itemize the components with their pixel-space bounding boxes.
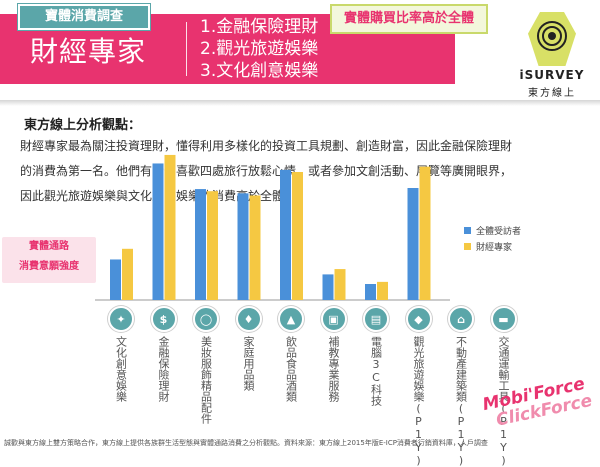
header-divider [0, 100, 600, 106]
building-icon: ⌂ [448, 306, 474, 332]
category-label: 文化創意娛樂 [114, 336, 128, 402]
bar-chart [95, 154, 450, 301]
top-category-item: 2.觀光旅遊娛樂 [200, 39, 319, 59]
category-label: 家庭用品類 [242, 336, 255, 391]
top-category-item: 1.金融保險理財 [200, 17, 319, 37]
bottle-icon: ▲ [278, 306, 304, 332]
bar-all-7 [407, 188, 419, 300]
category-label: 觀光旅遊娛樂(P1Y) [412, 336, 425, 467]
category-column: ✦ 文化創意娛樂 [103, 306, 139, 402]
isurvey-logo: iSURVEY 東方線上 [512, 12, 592, 99]
footer-note: 誠歡與東方線上雙方策略合作，東方線上提供各族群生活型態與實體通路消費之分析觀點。… [4, 439, 488, 447]
vehicle-icon: ▬ [490, 306, 517, 332]
lightbulb-icon: ✦ [108, 306, 134, 332]
page-title: 財經專家 [30, 35, 147, 68]
bar-expert-5 [334, 269, 346, 300]
category-label: 交通運輸工具(P1Y) [497, 336, 510, 467]
legend-swatch-all [464, 226, 471, 234]
header: 寶體消費調查 財經專家 1.金融保險理財 2.觀光旅遊娛樂 3.文化創意娛樂 實… [0, 0, 600, 100]
category-label: 電腦3C科技 [369, 336, 383, 406]
logo-cn: 東方線上 [528, 88, 576, 99]
bar-expert-2 [207, 191, 218, 300]
category-column: ◯ 美妝服飾精品配件 [188, 306, 224, 424]
bar-all-6 [365, 284, 376, 300]
home-goods-icon: ♦ [235, 306, 262, 332]
category-column: ▣ 補教專業服務 [316, 306, 352, 402]
bar-all-1 [152, 163, 164, 300]
category-label: 金融保險理財 [157, 336, 170, 402]
bar-all-3 [237, 193, 249, 300]
bar-expert-1 [164, 154, 176, 300]
top-category-item: 3.文化創意娛樂 [200, 61, 319, 81]
category-column: ▲ 飲品食品酒類 [273, 306, 309, 402]
chart-label-line1: 實體通路 [29, 241, 69, 252]
logo-brand: iSURVEY [519, 68, 585, 82]
analysis-title: 東方線上分析觀點： [24, 118, 142, 133]
bar-all-5 [322, 274, 334, 300]
bar-expert-4 [292, 172, 303, 300]
legend-item: 全體受訪者 [464, 222, 521, 238]
eye-logo-icon [528, 12, 576, 66]
survey-tag: 寶體消費調查 [18, 4, 150, 30]
bar-all-4 [280, 169, 291, 300]
chart-label-line2: 消費意願強度 [19, 261, 79, 272]
category-column: ♦ 家庭用品類 [231, 306, 267, 391]
category-label: 不動產建築類(P1Y) [454, 336, 468, 467]
category-label: 美妝服飾精品配件 [199, 336, 213, 424]
category-label: 補教專業服務 [327, 336, 340, 402]
legend-label: 財經專家 [476, 242, 513, 253]
legend-item: 財經專家 [464, 238, 521, 254]
chart-label-box: 實體通路 消費意願強度 [2, 237, 96, 283]
bar-expert-6 [377, 281, 388, 300]
book-icon: ▣ [320, 306, 347, 332]
category-column: $ 金融保險理財 [146, 306, 182, 402]
bar-expert-0 [122, 248, 133, 300]
coin-bag-icon: $ [150, 306, 177, 332]
category-label: 飲品食品酒類 [284, 336, 298, 402]
bar-all-0 [110, 259, 121, 300]
category-column: ▬ 交通運輸工具(P1Y) [486, 306, 522, 467]
bar-expert-7 [419, 166, 431, 300]
highlight-badge: 實體購買比率高於全體 [330, 4, 488, 34]
category-column: ◆ 觀光旅遊娛樂(P1Y) [401, 306, 437, 467]
analysis-line: 的消費為第一名。他們有時也喜歡四處旅行放鬆心情，或者參加文創活動、展覽等廣開眼界… [20, 164, 513, 178]
legend-label: 全體受訪者 [476, 226, 522, 237]
bar-expert-3 [249, 195, 261, 300]
category-column: ▤ 電腦3C科技 [358, 306, 394, 406]
category-column: ⌂ 不動產建築類(P1Y) [443, 306, 479, 467]
title-divider [186, 22, 187, 76]
top-category-list: 1.金融保險理財 2.觀光旅遊娛樂 3.文化創意娛樂 [200, 16, 318, 82]
analysis-line: 財經專家最為關注投資理財，懂得利用多樣化的投資工具規劃、創造財富，因此金融保險理… [20, 139, 513, 153]
legend-swatch-expert [464, 242, 471, 250]
chart-legend: 全體受訪者 財經專家 [464, 222, 521, 254]
bar-all-2 [195, 189, 206, 300]
computer-icon: ▤ [363, 306, 389, 332]
map-icon: ◆ [405, 306, 432, 332]
hanger-icon: ◯ [193, 306, 219, 332]
